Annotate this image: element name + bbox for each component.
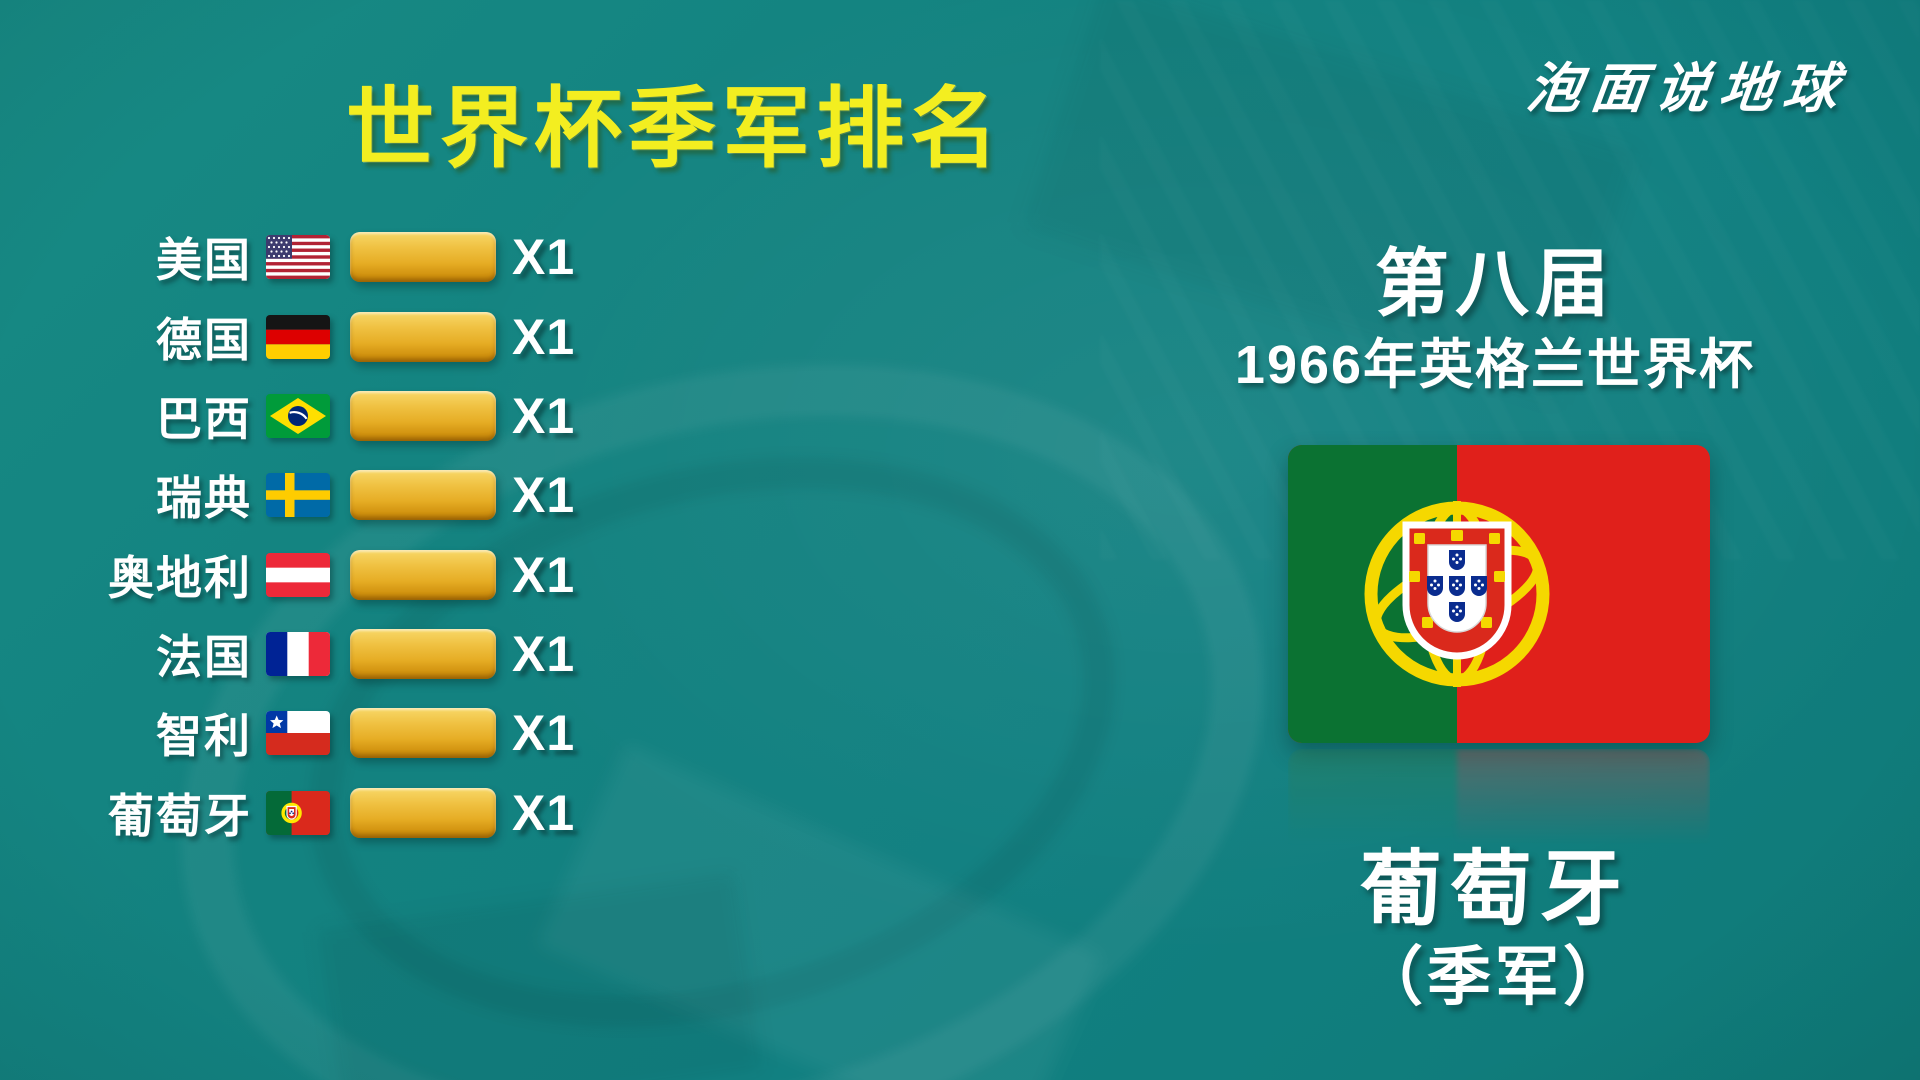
count-label: X1 (512, 626, 576, 682)
ranking-row-chile: 智利 X1 (12, 705, 576, 762)
count-label: X1 (512, 309, 576, 365)
count-label: X1 (512, 229, 576, 285)
stadium-roof-shape (537, 743, 1103, 1080)
stadium-roof-shape-2 (318, 871, 762, 1080)
ranking-row-brazil: 巴西 X1 (12, 388, 576, 445)
count-label: X1 (512, 388, 576, 444)
count-label: X1 (512, 705, 576, 761)
austria-flag-icon (266, 553, 330, 597)
germany-flag-icon (266, 315, 330, 359)
country-label: 法国 (156, 631, 252, 683)
ranking-row-france: 法国 X1 (12, 626, 576, 683)
count-bar (350, 470, 496, 520)
france-flag-icon (266, 632, 330, 676)
country-label: 瑞典 (156, 472, 252, 524)
ranking-row-austria: 奥地利 X1 (12, 547, 576, 604)
count-label: X1 (512, 547, 576, 603)
count-bar (350, 550, 496, 600)
channel-watermark: 泡面说地球 (1523, 56, 1852, 120)
event-title: 1966年英格兰世界杯 (1234, 335, 1756, 395)
ranking-row-germany: 德国 X1 (12, 309, 576, 366)
chile-flag-icon (266, 711, 330, 755)
count-label: X1 (512, 467, 576, 523)
country-label: 葡萄牙 (108, 790, 252, 842)
country-label: 奥地利 (108, 552, 252, 604)
winner-rank: （季军） (1359, 941, 1631, 1013)
brazil-flag-icon (266, 394, 330, 438)
portugal-flag-large (1288, 445, 1710, 743)
flag-reflection (1288, 749, 1710, 869)
ranking-row-usa: 美国 X1 (12, 229, 576, 286)
ranking-row-sweden: 瑞典 X1 (12, 467, 576, 524)
count-bar (350, 391, 496, 441)
usa-flag-icon (266, 235, 330, 279)
count-bar (350, 788, 496, 838)
sweden-flag-icon (266, 473, 330, 517)
portugal-flag-icon (266, 791, 330, 835)
count-label: X1 (512, 785, 576, 841)
count-bar (350, 629, 496, 679)
count-bar (350, 232, 496, 282)
count-bar (350, 708, 496, 758)
count-bar (350, 312, 496, 362)
edition-title: 第八届 (1375, 242, 1615, 325)
ranking-row-portugal: 葡萄牙 X1 (12, 785, 576, 842)
country-label: 巴西 (156, 393, 252, 445)
winner-country: 葡萄牙 (1359, 844, 1630, 935)
country-label: 智利 (156, 710, 252, 762)
country-label: 美国 (156, 234, 252, 286)
country-label: 德国 (156, 314, 252, 366)
page-title: 世界杯季军排名 (345, 79, 1004, 178)
